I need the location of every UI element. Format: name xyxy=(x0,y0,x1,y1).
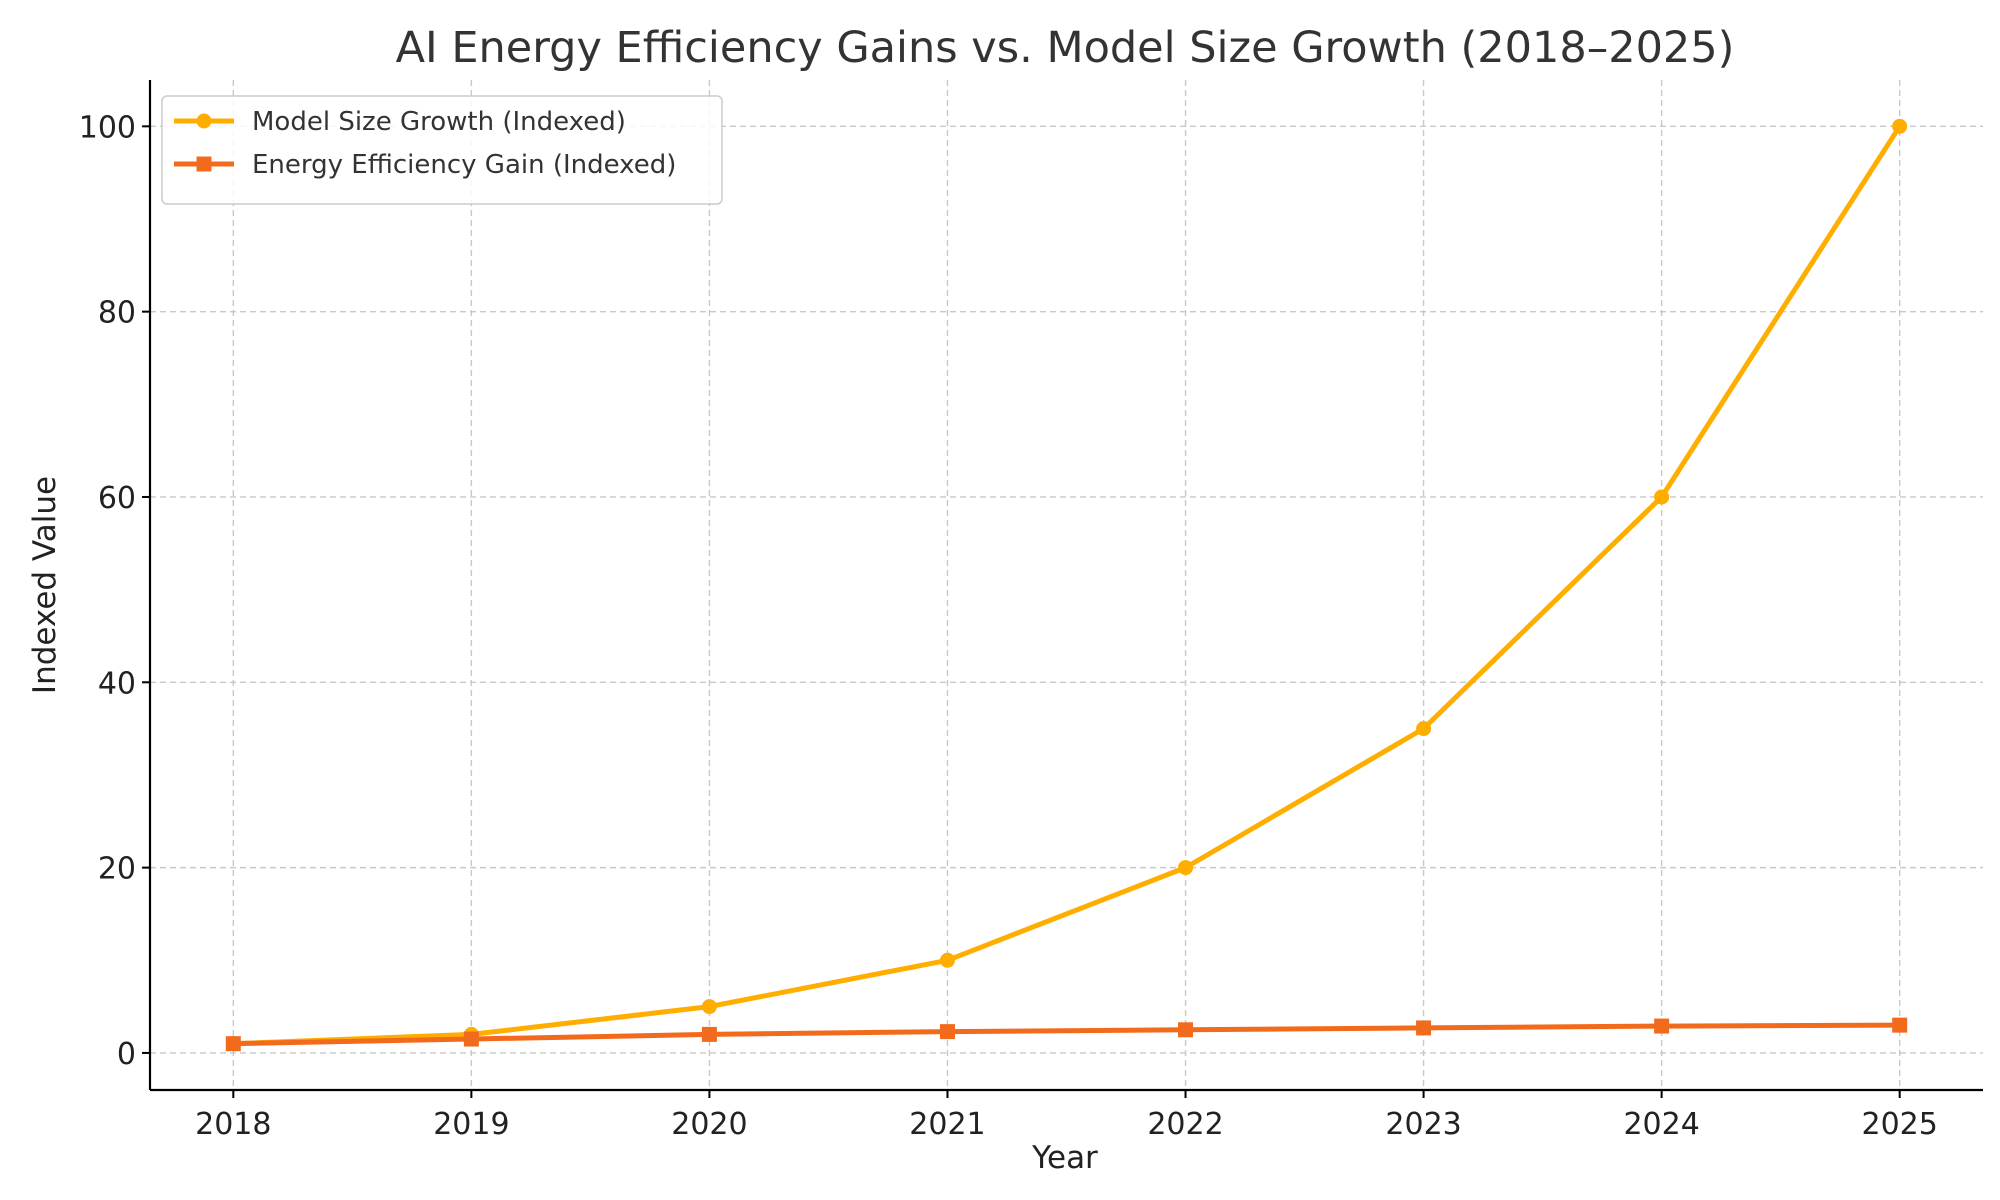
legend-box xyxy=(161,95,723,205)
chart-title: AI Energy Efficiency Gains vs. Model Siz… xyxy=(396,23,1735,73)
y-tick-label: 0 xyxy=(117,1037,136,1072)
legend-swatch-marker xyxy=(196,156,212,172)
legend-label: Energy Efficiency Gain (Indexed) xyxy=(252,150,676,180)
legend-swatch-marker xyxy=(196,113,212,129)
data-point xyxy=(1178,860,1194,876)
legend-item: Energy Efficiency Gain (Indexed) xyxy=(174,150,676,180)
series-2 xyxy=(225,1017,1908,1052)
x-tick-label: 2019 xyxy=(433,1107,509,1142)
y-tick-label: 100 xyxy=(79,110,136,145)
data-point xyxy=(1178,1022,1194,1038)
y-tick-label: 60 xyxy=(98,481,136,516)
y-tick-label: 40 xyxy=(98,666,136,701)
x-tick-label: 2024 xyxy=(1623,1107,1699,1142)
legend-item: Model Size Growth (Indexed) xyxy=(174,107,626,137)
x-tick-label: 2021 xyxy=(909,1107,985,1142)
data-point xyxy=(939,1024,955,1040)
x-tick-label: 2023 xyxy=(1385,1107,1461,1142)
y-tick-label: 20 xyxy=(98,852,136,887)
data-point xyxy=(1892,1017,1908,1033)
x-axis-label: Year xyxy=(1031,1140,1098,1176)
series-line xyxy=(230,1022,1903,1047)
series-layer xyxy=(225,118,1908,1052)
data-point xyxy=(701,1026,717,1042)
axes: 2018 2019 2020 2021 2022 2023 2024 2025 0 20 40 60 8… xyxy=(79,80,1983,1142)
x-tick-label: 2025 xyxy=(1862,1107,1938,1142)
x-tick-label: 2022 xyxy=(1147,1107,1223,1142)
legend: Model Size Growth (Indexed) Energy Effici… xyxy=(161,95,723,205)
data-point xyxy=(1654,1018,1670,1034)
grid xyxy=(150,80,1983,1090)
data-point xyxy=(1654,489,1670,505)
y-axis-label: Indexed Value xyxy=(27,476,63,694)
x-tick-label: 2020 xyxy=(671,1107,747,1142)
data-point xyxy=(701,999,717,1015)
data-point xyxy=(1892,118,1908,134)
x-tick-label: 2018 xyxy=(195,1107,271,1142)
legend-label: Model Size Growth (Indexed) xyxy=(252,107,626,137)
data-point xyxy=(463,1031,479,1047)
data-point xyxy=(1416,1020,1432,1036)
y-tick-label: 80 xyxy=(98,296,136,331)
data-point xyxy=(1416,721,1432,737)
series-1 xyxy=(225,118,1908,1052)
data-point xyxy=(939,952,955,968)
series-line xyxy=(230,123,1903,1047)
data-point xyxy=(225,1036,241,1052)
